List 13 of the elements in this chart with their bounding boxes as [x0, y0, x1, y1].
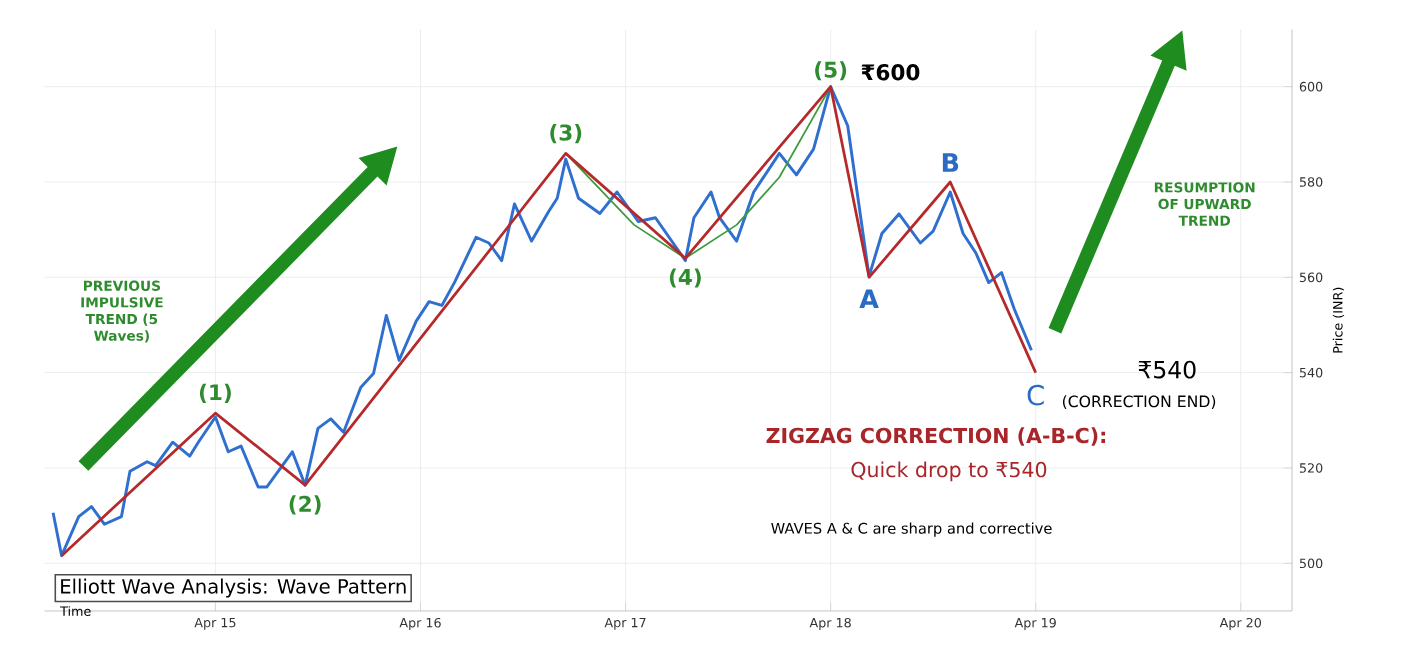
- annotation: (2): [289, 495, 321, 515]
- annotation: ₹600: [861, 64, 920, 81]
- annotation: (4): [669, 268, 701, 288]
- annotation: B: [942, 153, 959, 172]
- annotation: (1): [199, 383, 231, 403]
- annotation: (5): [815, 61, 847, 81]
- annotation: ZIGZAG CORRECTION (A-B-C):: [766, 427, 1106, 446]
- annotation: (3): [550, 123, 582, 144]
- text: Elliott Wave Analysis: Wave Pattern: [61, 578, 406, 598]
- annotation: C: [1027, 384, 1044, 406]
- annotation: ₹540: [1138, 360, 1196, 379]
- annotation: A: [859, 289, 879, 308]
- annotation: Quick drop to ₹540: [851, 461, 1047, 482]
